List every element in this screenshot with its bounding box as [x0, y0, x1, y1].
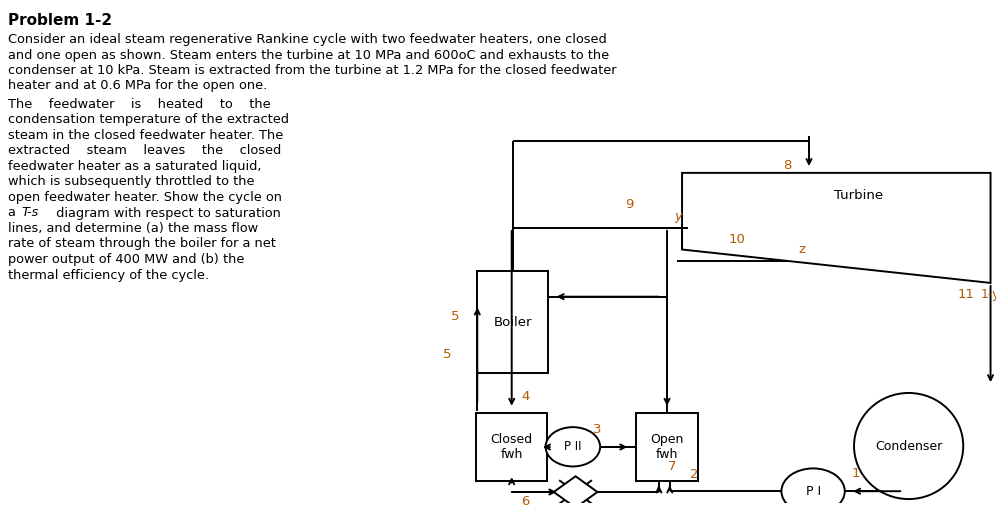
Text: Boiler: Boiler — [494, 315, 532, 329]
Text: lines, and determine (a) the mass flow: lines, and determine (a) the mass flow — [8, 222, 258, 235]
Text: P II: P II — [564, 440, 582, 453]
Text: Consider an ideal steam regenerative Rankine cycle with two feedwater heaters, o: Consider an ideal steam regenerative Ran… — [8, 33, 607, 46]
Text: steam in the closed feedwater heater. The: steam in the closed feedwater heater. Th… — [8, 129, 283, 142]
Text: diagram with respect to saturation: diagram with respect to saturation — [52, 207, 281, 220]
Text: feedwater heater as a saturated liquid,: feedwater heater as a saturated liquid, — [8, 160, 262, 173]
Text: extracted    steam    leaves    the    closed: extracted steam leaves the closed — [8, 145, 281, 157]
Text: 11: 11 — [957, 288, 974, 301]
Text: 9: 9 — [624, 198, 633, 211]
Text: 3: 3 — [593, 423, 602, 436]
Bar — [476, 412, 547, 481]
Text: power output of 400 MW and (b) the: power output of 400 MW and (b) the — [8, 253, 244, 266]
Text: 1: 1 — [852, 467, 860, 480]
Text: 4: 4 — [521, 390, 530, 403]
Text: T-s: T-s — [21, 207, 39, 220]
Polygon shape — [554, 476, 598, 508]
Text: and one open as shown. Steam enters the turbine at 10 MPa and 600oC and exhausts: and one open as shown. Steam enters the … — [8, 49, 610, 62]
Text: Open
fwh: Open fwh — [650, 433, 683, 461]
Text: open feedwater heater. Show the cycle on: open feedwater heater. Show the cycle on — [8, 191, 282, 204]
Text: 7: 7 — [668, 460, 676, 473]
Text: Turbine: Turbine — [834, 189, 882, 202]
Text: 6: 6 — [521, 495, 530, 507]
Text: P I: P I — [806, 485, 821, 498]
Text: 5: 5 — [443, 348, 451, 361]
Text: which is subsequently throttled to the: which is subsequently throttled to the — [8, 175, 255, 188]
Text: condenser at 10 kPa. Steam is extracted from the turbine at 1.2 MPa for the clos: condenser at 10 kPa. Steam is extracted … — [8, 64, 617, 77]
Bar — [635, 412, 698, 481]
Text: Problem 1-2: Problem 1-2 — [8, 13, 113, 28]
Ellipse shape — [854, 393, 963, 499]
Text: Condenser: Condenser — [875, 440, 942, 452]
Text: rate of steam through the boiler for a net: rate of steam through the boiler for a n… — [8, 238, 276, 250]
Text: condensation temperature of the extracted: condensation temperature of the extracte… — [8, 113, 289, 127]
Polygon shape — [682, 173, 991, 283]
Text: 5: 5 — [451, 310, 460, 323]
Text: 1-y-z: 1-y-z — [981, 288, 996, 301]
Text: thermal efficiency of the cycle.: thermal efficiency of the cycle. — [8, 268, 209, 282]
Circle shape — [782, 468, 845, 513]
Text: y: y — [674, 210, 682, 223]
Text: 8: 8 — [783, 159, 792, 171]
Text: Closed
fwh: Closed fwh — [491, 433, 533, 461]
Text: The    feedwater    is    heated    to    the: The feedwater is heated to the — [8, 98, 271, 111]
Text: heater and at 0.6 MPa for the open one.: heater and at 0.6 MPa for the open one. — [8, 80, 267, 92]
Text: a: a — [8, 207, 20, 220]
Bar — [477, 271, 548, 373]
Text: 10: 10 — [728, 233, 745, 246]
Text: 2: 2 — [690, 468, 698, 481]
Text: z: z — [799, 243, 806, 256]
Circle shape — [546, 427, 601, 466]
